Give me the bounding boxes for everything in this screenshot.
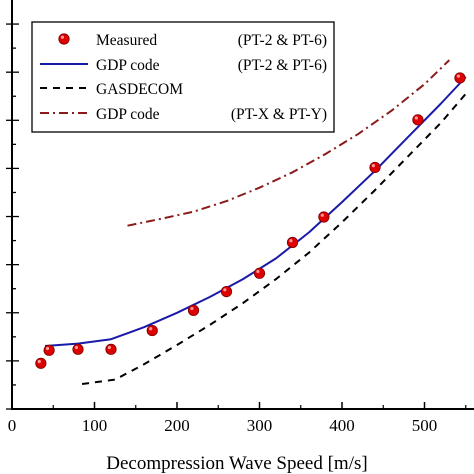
data-point: [187, 304, 200, 316]
data-point: [412, 114, 424, 126]
data-point: [43, 344, 55, 356]
data-point-highlight: [456, 74, 460, 78]
legend-marker: [58, 33, 70, 45]
legend-label-suffix: (PT-2 & PT-6): [238, 57, 327, 74]
legend-marker-highlight: [60, 35, 64, 39]
series-layer: [35, 59, 467, 385]
data-point-highlight: [37, 359, 41, 364]
data-point-highlight: [107, 345, 111, 350]
x-tick-label: 100: [82, 416, 108, 435]
legend-label: GDP code: [96, 57, 160, 74]
data-point: [369, 161, 381, 174]
data-point: [35, 357, 47, 369]
data-point: [286, 236, 299, 249]
legend-label: GASDECOM: [96, 81, 183, 98]
plot-frame: [11, 0, 474, 410]
legend-label-suffix: (PT-2 & PT-6): [238, 32, 327, 49]
data-point-highlight: [45, 346, 50, 351]
legend: Measured (PT-2 & PT-6) GDP code (PT-2 & PT-…: [31, 21, 335, 133]
data-point-highlight: [149, 327, 153, 331]
data-point: [220, 285, 233, 298]
data-point: [454, 72, 466, 84]
legend-label: GDP code: [96, 106, 160, 123]
series-line-3: [127, 59, 450, 227]
data-point-highlight: [371, 164, 375, 168]
data-point-highlight: [190, 306, 194, 311]
data-point-highlight: [320, 213, 324, 217]
x-axis-ticks: 0 100 200 300 400 500: [8, 402, 467, 435]
x-axis-title: Decompression Wave Speed [m/s]: [106, 453, 367, 474]
x-tick-label: 0: [8, 416, 17, 435]
data-point-highlight: [74, 345, 78, 350]
data-point: [105, 343, 117, 355]
legend-label-suffix: (PT-X & PT-Y): [231, 106, 327, 123]
data-point: [72, 343, 84, 355]
data-point-highlight: [223, 288, 227, 292]
data-point: [318, 211, 330, 223]
x-tick-label: 300: [247, 416, 273, 435]
x-tick-label: 400: [329, 416, 355, 435]
data-point: [253, 267, 266, 279]
data-point: [146, 324, 158, 337]
data-point-highlight: [256, 269, 260, 274]
legend-label: Measured: [96, 32, 157, 49]
plot-border: [11, 0, 474, 410]
y-axis-ticks: [6, 23, 19, 410]
data-point-highlight: [289, 239, 293, 243]
x-tick-label: 200: [164, 416, 190, 435]
series-line-2: [81, 93, 467, 385]
data-point-highlight: [414, 116, 418, 120]
x-tick-label: 500: [412, 416, 438, 435]
